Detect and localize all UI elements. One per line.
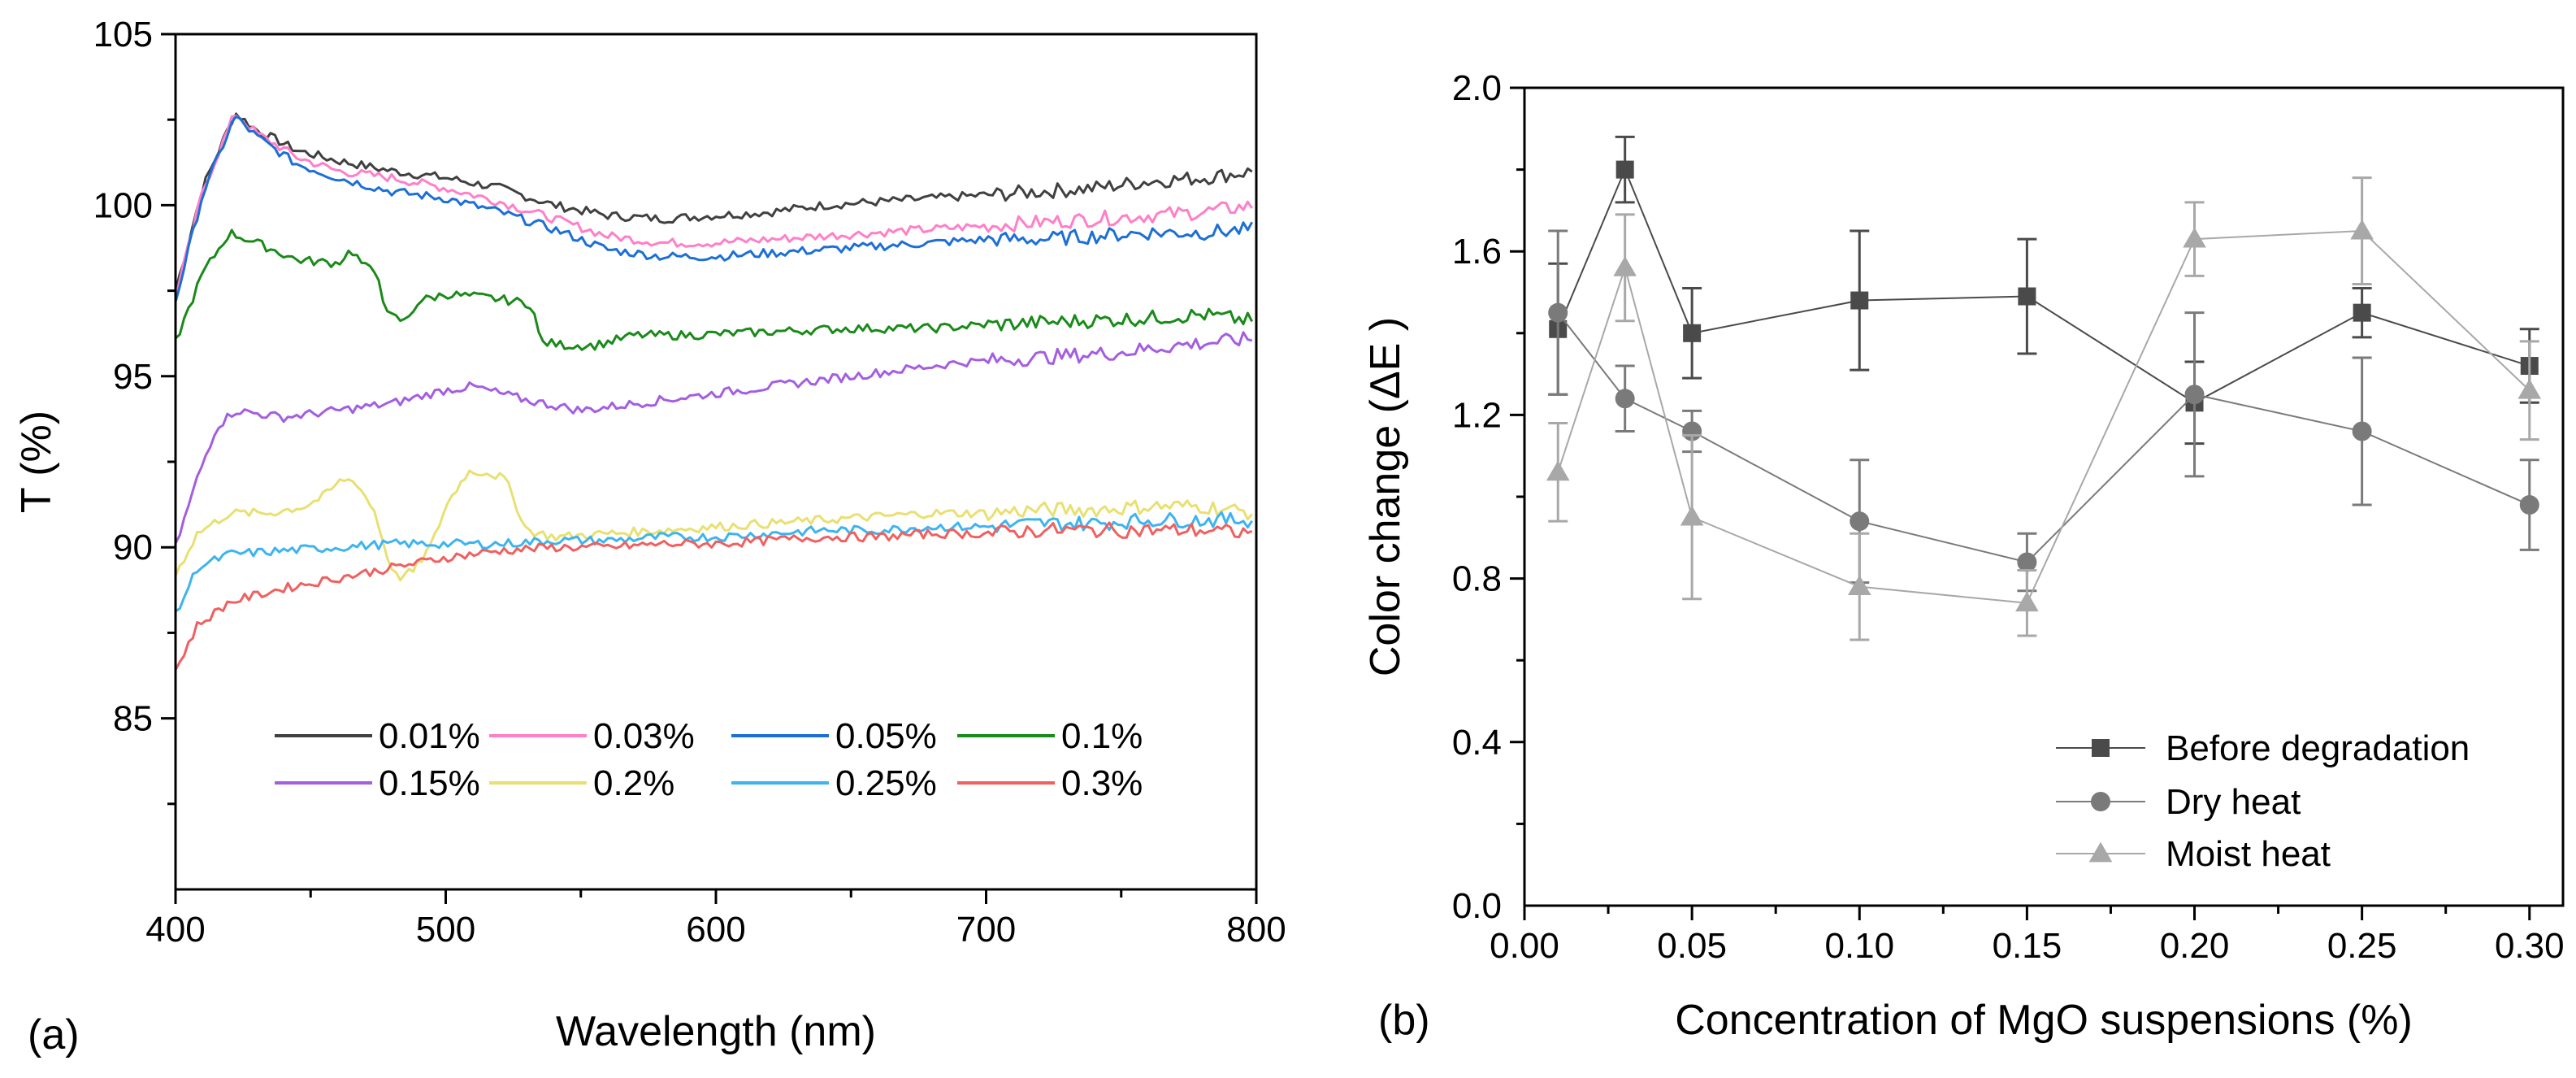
a-y-tick-label: 85: [113, 699, 153, 739]
b-y-axis-title: Color change (ΔE ): [1362, 317, 1409, 676]
a-y-tick-label: 100: [93, 185, 153, 225]
a-x-tick-label: 700: [956, 910, 1016, 950]
a-x-tick-label: 800: [1226, 910, 1286, 950]
b-data-point: [1850, 511, 1870, 532]
b-data-point: [2017, 552, 2037, 572]
b-legend: Before degradation Dry heat Moist heat: [2056, 728, 2470, 874]
b-data-point: [2018, 287, 2036, 306]
b-data-point: [1847, 575, 1871, 596]
b-data-point: [1850, 291, 1869, 310]
a-legend-label: 0.25%: [835, 763, 937, 803]
b-data-point: [1683, 324, 1702, 342]
a-series-line-0.25%: [175, 511, 1253, 613]
a-legend-label: 0.05%: [835, 716, 937, 756]
b-x-tick-label: 0.25: [2327, 926, 2397, 966]
a-x-axis-title: Wavelength (nm): [556, 1008, 876, 1055]
b-x-tick-label: 0.00: [1490, 926, 1559, 966]
b-series-square: [1548, 135, 2539, 446]
b-data-point: [1548, 302, 1568, 323]
b-y-tick-label: 2.0: [1452, 68, 1502, 108]
a-series-line-0.03%: [174, 115, 1253, 301]
b-series-marks: [1546, 135, 2542, 641]
a-legend-label: 0.3%: [1061, 763, 1143, 803]
a-legend-label: 0.03%: [593, 716, 695, 756]
a-legend-label: 0.15%: [379, 763, 480, 803]
b-data-point: [2352, 421, 2372, 441]
b-data-point: [2183, 227, 2206, 248]
b-legend-label: Before degradation: [2166, 728, 2470, 768]
b-x-tick-label: 0.30: [2495, 926, 2565, 966]
b-x-tick-label: 0.05: [1657, 926, 1727, 966]
a-legend-label: 0.1%: [1061, 716, 1143, 756]
b-x-tick-label: 0.10: [1824, 926, 1894, 966]
a-series-line-0.3%: [174, 521, 1253, 671]
b-data-point: [1615, 160, 1634, 179]
a-series-line-0.05%: [174, 115, 1254, 302]
b-series-triangle: [1546, 176, 2542, 641]
b-plot-frame: [1523, 86, 2565, 907]
b-data-point: [1613, 255, 1637, 276]
a-legend-label: 0.2%: [593, 763, 674, 803]
b-legend-marker: [2088, 841, 2113, 863]
a-x-tick-label: 500: [416, 910, 475, 950]
a-series-line-0.2%: [174, 469, 1253, 582]
panel-a-label: (a): [28, 1011, 80, 1058]
b-data-point: [2350, 219, 2374, 240]
b-data-point: [1680, 505, 1704, 526]
a-series-line-0.1%: [174, 228, 1254, 351]
b-axis-ticks: 0.00 0.05 0.10 0.15 0.20 0.25 0.30 0.0 0.4 0.8 1.2…: [1452, 68, 2565, 966]
b-data-point: [2517, 378, 2542, 399]
b-y-tick-label: 0.0: [1452, 886, 1502, 926]
a-series-lines: [174, 112, 1254, 671]
a-y-tick-label: 90: [113, 528, 153, 567]
b-y-tick-label: 0.8: [1452, 559, 1502, 599]
b-legend-label: Dry heat: [2166, 782, 2301, 822]
b-x-tick-label: 0.15: [1993, 926, 2062, 966]
b-data-point: [2015, 591, 2039, 612]
panel-a-chart: 400 500 600 700 800 85 90 95 100 105 T (%) Wavele…: [13, 15, 1286, 1058]
b-data-point: [1546, 460, 1570, 481]
b-data-point: [2353, 303, 2371, 322]
a-y-tick-label: 105: [93, 15, 153, 54]
b-series-line: [1557, 167, 2530, 404]
panel-b-chart: 0.00 0.05 0.10 0.15 0.20 0.25 0.30 0.0 0.4 0.8 1.2…: [1362, 68, 2565, 1044]
a-series-line-0.01%: [174, 112, 1253, 292]
b-y-tick-label: 1.2: [1452, 395, 1502, 435]
b-x-axis-title: Concentration of MgO suspensions (%): [1675, 997, 2413, 1044]
b-legend-marker: [2091, 792, 2110, 811]
a-y-axis-title: T (%): [13, 411, 60, 513]
a-x-tick-label: 600: [686, 910, 745, 950]
b-data-point: [2519, 495, 2539, 515]
b-x-tick-label: 0.20: [2160, 926, 2230, 966]
b-series-circle: [1548, 229, 2539, 593]
a-axis-ticks: 400 500 600 700 800 85 90 95 100 105: [93, 15, 1286, 950]
a-legend-label: 0.01%: [379, 716, 480, 756]
b-y-tick-label: 0.4: [1452, 723, 1502, 763]
b-data-point: [1615, 389, 1635, 409]
b-series-line: [1557, 312, 2530, 563]
b-y-tick-label: 1.6: [1452, 232, 1502, 272]
panel-b-label: (b): [1378, 997, 1430, 1044]
b-data-point: [2184, 385, 2205, 405]
a-y-tick-label: 95: [113, 357, 153, 397]
a-series-line-0.15%: [174, 331, 1253, 544]
a-x-tick-label: 400: [145, 910, 205, 950]
a-legend: 0.01% 0.03% 0.05% 0.1% 0.15% 0.2% 0.25% 0.3%: [275, 716, 1143, 803]
b-legend-marker: [2092, 739, 2110, 757]
b-legend-label: Moist heat: [2166, 834, 2331, 874]
b-series-line: [1557, 230, 2530, 604]
